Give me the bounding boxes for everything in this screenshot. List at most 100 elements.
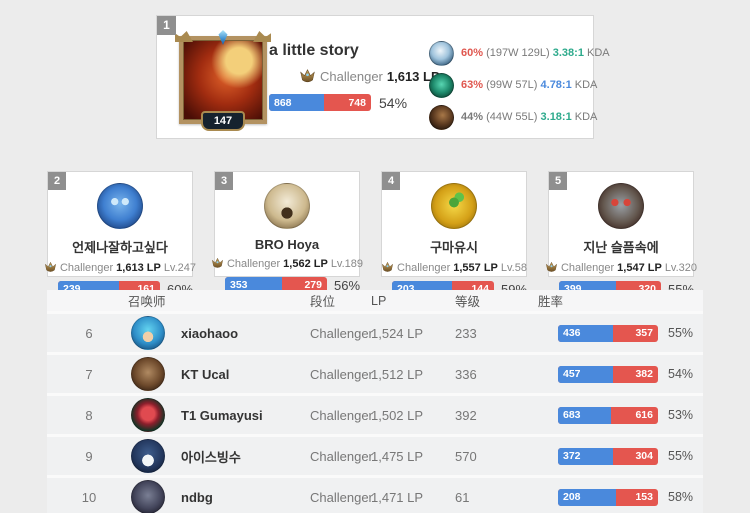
lp-cell: 1,524 LP	[371, 325, 424, 341]
winloss-bar: 868 748	[269, 94, 371, 111]
winrate-label: 54%	[668, 367, 694, 381]
winloss-bar: 353 279	[225, 277, 327, 293]
player-name[interactable]: T1 Gumayusi	[181, 407, 263, 423]
tier-line: Challenger 1,613 LP	[299, 68, 440, 85]
lp-cell: 1,471 LP	[371, 489, 424, 505]
champion-stat-row: 60% (197W 129L) 3.38:1 KDA	[429, 40, 610, 66]
champion-winrate: 60%	[461, 47, 484, 59]
level-cell: 392	[455, 407, 477, 423]
kda-label: KDA	[574, 111, 598, 123]
losses-segment: 153	[635, 491, 653, 503]
column-level: 等级	[455, 295, 481, 309]
level-label: Lv.320	[664, 261, 698, 274]
player-name[interactable]: 아이스빙수	[181, 449, 241, 465]
wins-segment: 683	[558, 406, 611, 424]
column-tier: 段位	[310, 295, 336, 309]
table-row[interactable]: 7 KT Ucal Challenger 1,512 LP 336 457 38…	[47, 355, 703, 396]
losses-segment: 616	[635, 409, 653, 421]
wins-segment: 868	[269, 94, 324, 111]
column-lp: LP	[371, 293, 387, 308]
summoner-avatar	[131, 480, 165, 513]
winrate-label: 54%	[379, 94, 408, 111]
tier-cell: Challenger	[310, 489, 373, 505]
player-name[interactable]: ndbg	[181, 489, 213, 505]
summoner-avatar	[431, 183, 477, 229]
tier-cell: Challenger	[310, 407, 373, 423]
challenger-crest-icon	[299, 68, 316, 85]
summoner-avatar	[131, 439, 165, 473]
player-card-rank2[interactable]: 2 언제나잘하고싶다 Challenger 1,613 LP Lv.247 23…	[44, 171, 197, 297]
player-card-rank5[interactable]: 5 지난 슬픔속에 Challenger 1,547 LP Lv.320 399…	[545, 171, 698, 297]
wins-segment: 353	[225, 277, 283, 293]
champion-2-icon	[429, 72, 454, 98]
challenger-crest-icon	[211, 257, 224, 270]
lp-cell: 1,512 LP	[371, 366, 424, 382]
level-label: Lv.189	[330, 257, 364, 270]
tier-label: Challenger	[226, 257, 281, 270]
level-cell: 336	[455, 366, 477, 382]
lp-value: 1,547 LP	[617, 261, 662, 274]
winrate-label: 56%	[334, 277, 361, 293]
table-row[interactable]: 6 xiaohaoo Challenger 1,524 LP 233 436 3…	[47, 314, 703, 355]
tier-label: Challenger	[397, 261, 451, 274]
player-name[interactable]: 구마유시	[430, 240, 478, 255]
rank-badge: 4	[382, 172, 400, 190]
level-cell: 233	[455, 325, 477, 341]
wins-segment: 372	[558, 447, 613, 465]
champion-1-icon	[429, 40, 454, 66]
losses-segment: 279	[304, 279, 322, 291]
winrate-label: 58%	[668, 490, 694, 504]
level-label: Lv.58	[500, 261, 527, 274]
champion-stat-row: 44% (44W 55L) 3.18:1 KDA	[429, 104, 610, 130]
gem-icon	[218, 30, 228, 45]
player-name[interactable]: KT Ucal	[181, 366, 230, 382]
table-row[interactable]: 10 ndbg Challenger 1,471 LP 61 208 153 5…	[47, 478, 703, 513]
tier-cell: Challenger	[310, 366, 373, 382]
lp-value: 1,613 LP	[386, 69, 440, 84]
player-name[interactable]: BRO Hoya	[254, 237, 320, 252]
tier-label: Challenger	[59, 261, 114, 274]
player-name[interactable]: a little story	[269, 42, 359, 59]
losses-segment: 357	[635, 327, 653, 339]
rank-cell: 9	[85, 448, 93, 464]
winrate-label: 55%	[668, 449, 694, 463]
level-cell: 61	[455, 489, 470, 505]
tier-cell: Challenger	[310, 448, 373, 464]
losses-segment: 748	[348, 96, 366, 109]
champion-winrate: 44%	[461, 111, 484, 123]
table-row[interactable]: 9 아이스빙수 Challenger 1,475 LP 570 372 304 …	[47, 437, 703, 478]
rank-cell: 7	[85, 366, 93, 382]
rank-badge: 2	[48, 172, 66, 190]
table-row[interactable]: 8 T1 Gumayusi Challenger 1,502 LP 392 68…	[47, 396, 703, 437]
wins-segment: 457	[558, 365, 613, 383]
top-champion-stats: 60% (197W 129L) 3.38:1 KDA 63% (99W 57L)…	[429, 40, 610, 136]
tier-label: Challenger	[320, 69, 383, 84]
champion-stat-row: 63% (99W 57L) 4.78:1 KDA	[429, 72, 610, 98]
rank-cell: 6	[85, 325, 93, 341]
player-name[interactable]: 언제나잘하고싶다	[72, 240, 168, 255]
summoner-avatar	[598, 183, 644, 229]
player-card-rank4[interactable]: 4 구마유시 Challenger 1,557 LP Lv.58 203 144…	[381, 171, 527, 297]
challenger-crest-icon	[545, 261, 558, 274]
winrate-label: 55%	[668, 326, 694, 340]
summoner-avatar	[131, 398, 165, 432]
top-player-card[interactable]: 1 147 a little story Challenger 1,613 LP…	[156, 15, 610, 139]
champion-3-icon	[429, 104, 454, 130]
wins-segment: 208	[558, 488, 616, 506]
challenger-crest-icon	[381, 261, 394, 274]
rank-cell: 8	[85, 407, 93, 423]
player-name[interactable]: xiaohaoo	[181, 325, 239, 341]
champion-winrate: 63%	[461, 79, 484, 91]
losses-segment: 382	[635, 368, 653, 380]
winloss-bar: 457 382	[558, 365, 658, 383]
summoner-avatar: 147	[179, 30, 267, 131]
winloss-bar: 208 153	[558, 488, 658, 506]
level-label: Lv.247	[163, 261, 197, 274]
column-summoner: 召唤师	[128, 295, 166, 309]
challenger-crest-icon	[44, 261, 57, 274]
player-card-rank3[interactable]: 3 BRO Hoya Challenger 1,562 LP Lv.189 35…	[211, 171, 364, 293]
column-winrate: 胜率	[538, 295, 564, 309]
champion-record: (99W 57L)	[486, 79, 538, 91]
player-name[interactable]: 지난 슬픔속에	[583, 240, 659, 255]
